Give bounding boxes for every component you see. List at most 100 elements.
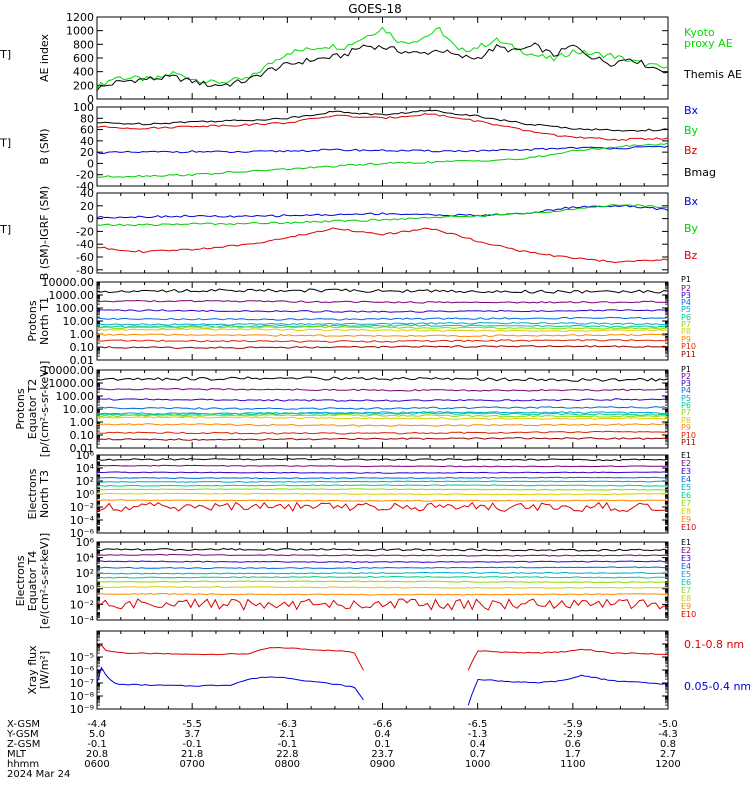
series-line-p4 [97, 406, 668, 410]
series-line-p11 [97, 436, 668, 441]
series-line-e8 [97, 492, 668, 496]
legend-item-p11: P11 [681, 350, 696, 359]
legend-item-p10: P10 [681, 431, 696, 440]
series-line-e2 [97, 553, 668, 557]
series-line-e5 [97, 571, 668, 575]
legend-item-p5: P5 [681, 305, 691, 314]
legend-item-bz: Bz [684, 144, 698, 157]
series-group [97, 547, 668, 611]
y-tick-label: 0.01 [70, 442, 95, 455]
legend-item-p11: P11 [681, 438, 696, 447]
series-line-e4 [97, 566, 668, 570]
ephemeris-label: hhmm [7, 759, 39, 770]
ephemeris-value: 1100 [560, 759, 585, 770]
y-tick-label: 0.10 [70, 341, 95, 354]
legend-item-e7: E7 [681, 586, 691, 595]
y-tick-label: 1200 [66, 11, 94, 24]
ephemeris-value: 1200 [655, 759, 680, 770]
series-line-p2 [97, 387, 668, 392]
series-group [97, 109, 668, 178]
y-axis-label: Protons [26, 300, 39, 341]
plot-frame [96, 106, 669, 187]
series-line-by [97, 142, 668, 178]
y-tick-label: 10⁻⁵ [70, 651, 94, 664]
series-line-e7 [97, 580, 668, 584]
series-line-p8 [97, 416, 668, 420]
plot-frame [96, 192, 669, 274]
series-line-p10 [97, 338, 668, 343]
y-tick-label: 60 [80, 124, 94, 137]
y-tick-label: 40 [80, 187, 94, 200]
ephemeris-value: -5.5 [182, 719, 202, 730]
ephemeris-value: 22.8 [276, 749, 298, 760]
y-tick-label: 1.00 [70, 416, 95, 429]
y-axis-label: Electrons [14, 555, 27, 606]
legend-item-p4: P4 [681, 386, 691, 395]
ephemeris-label: Z-GSM [7, 739, 40, 750]
y-tick-label: 0 [87, 157, 94, 170]
series-line-segment [467, 674, 668, 706]
y-tick-label: 0.01 [70, 354, 95, 367]
y-axis-label: [nT] [0, 223, 11, 236]
y-tick-label: 20 [80, 200, 94, 213]
chart-title: GOES-18 [348, 2, 402, 16]
series-line-e10 [97, 501, 668, 513]
y-axis-label: B (SM)-IGRF (SM) [38, 186, 51, 280]
series-group [97, 458, 668, 513]
series-group [97, 204, 668, 264]
ephemeris-value: -4.3 [658, 729, 678, 740]
series-line-p2 [97, 299, 668, 304]
series-group [97, 26, 668, 91]
plot-frame [96, 630, 669, 710]
series-line-e9 [97, 499, 668, 502]
legend-item-bz: Bz [684, 249, 698, 262]
y-tick-label: 1000.00 [49, 377, 95, 390]
y-tick-label: -20 [76, 169, 94, 182]
ephemeris-value: 0.1 [375, 739, 391, 750]
legend-item-0-1-0-8-nm: 0.1-0.8 nm [684, 638, 744, 651]
legend-item-e8: E8 [681, 507, 691, 516]
y-tick-label: 10⁻² [70, 501, 94, 514]
y-tick-label: 1.00 [70, 328, 95, 341]
ephemeris-label: MLT [7, 749, 27, 760]
y-axis-label: Equator T4 [26, 551, 39, 611]
ephemeris-value: -6.6 [373, 719, 393, 730]
legend-item-p8: P8 [681, 416, 691, 425]
series-line-bx [97, 145, 668, 155]
series-line-e1 [97, 458, 668, 462]
ephemeris-value: 1.7 [565, 749, 581, 760]
series-line-e9 [97, 592, 668, 596]
y-tick-label: 10⁻⁸ [70, 690, 95, 703]
y-tick-label: -40 [76, 180, 94, 193]
y-tick-label: 10² [76, 475, 94, 488]
y-axis-label: [nT] [0, 137, 11, 150]
series-line-p5 [97, 411, 668, 415]
ephemeris-value: -4.4 [87, 719, 107, 730]
legend-item-e4: E4 [681, 475, 691, 484]
y-tick-label: 0 [87, 213, 94, 226]
y-tick-label: 600 [73, 52, 94, 65]
ephemeris-value: -5.9 [563, 719, 583, 730]
legend-item-p8: P8 [681, 327, 691, 336]
series-line-p3 [97, 309, 668, 313]
ephemeris-value: 3.7 [184, 729, 200, 740]
legend-item-by: By [684, 124, 699, 137]
legend-item-e9: E9 [681, 602, 691, 611]
y-tick-label: 0.10 [70, 429, 95, 442]
series-line-e6 [97, 575, 668, 579]
y-axis-label: AE index [38, 33, 51, 82]
legend-item-e2: E2 [681, 546, 691, 555]
y-axis-label: [W/m²] [38, 651, 51, 689]
y-tick-label: 10² [76, 567, 94, 580]
ephemeris-value: -1.3 [468, 729, 488, 740]
series-line-kyoto-proxy-ae [97, 26, 668, 90]
series-line-p6 [97, 324, 668, 329]
legend-item-e6: E6 [681, 491, 691, 500]
y-tick-label: 40 [80, 135, 94, 148]
y-tick-label: 20 [80, 146, 94, 159]
